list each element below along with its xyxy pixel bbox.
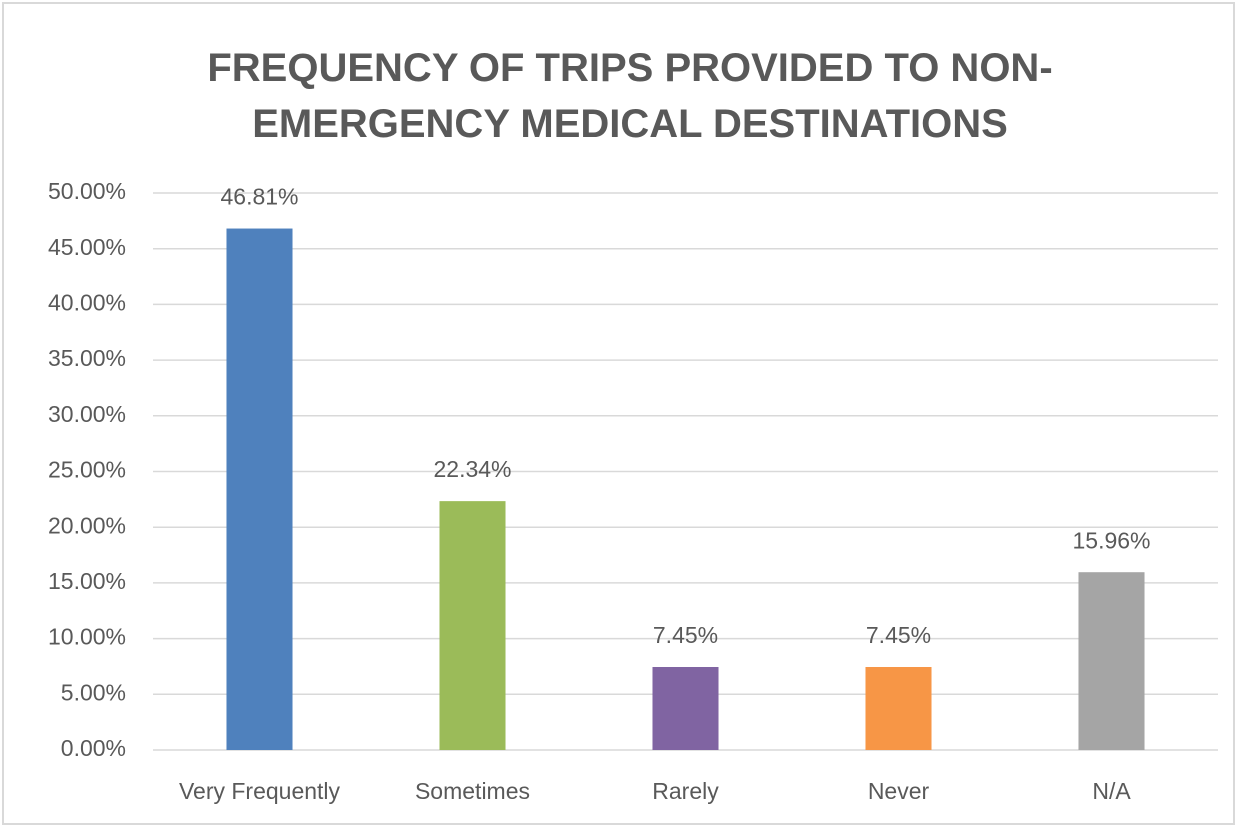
value-label: 46.81%	[220, 184, 298, 210]
x-tick-label: N/A	[1092, 778, 1131, 804]
bar	[865, 667, 932, 750]
x-tick-label: Rarely	[652, 778, 719, 804]
bar	[1078, 572, 1145, 750]
y-tick-label: 40.00%	[48, 289, 126, 315]
bar	[226, 228, 293, 750]
y-tick-label: 25.00%	[48, 457, 126, 483]
x-tick-label: Never	[868, 778, 930, 804]
value-label: 7.45%	[866, 622, 931, 648]
y-tick-label: 10.00%	[48, 624, 126, 650]
y-tick-label: 35.00%	[48, 345, 126, 371]
y-tick-label: 30.00%	[48, 401, 126, 427]
chart-title: FREQUENCY OF TRIPS PROVIDED TO NON-EMERG…	[207, 46, 1053, 146]
y-tick-label: 0.00%	[61, 735, 126, 761]
x-tick-label: Sometimes	[415, 778, 530, 804]
y-tick-label: 45.00%	[48, 234, 126, 260]
value-label: 22.34%	[433, 456, 511, 482]
y-tick-label: 5.00%	[61, 679, 126, 705]
y-tick-label: 20.00%	[48, 512, 126, 538]
bar	[652, 667, 719, 750]
y-tick-label: 15.00%	[48, 568, 126, 594]
value-label: 7.45%	[653, 622, 718, 648]
value-label: 15.96%	[1072, 527, 1150, 553]
x-tick-label: Very Frequently	[179, 778, 341, 804]
bar	[439, 501, 506, 750]
y-tick-label: 50.00%	[48, 178, 126, 204]
